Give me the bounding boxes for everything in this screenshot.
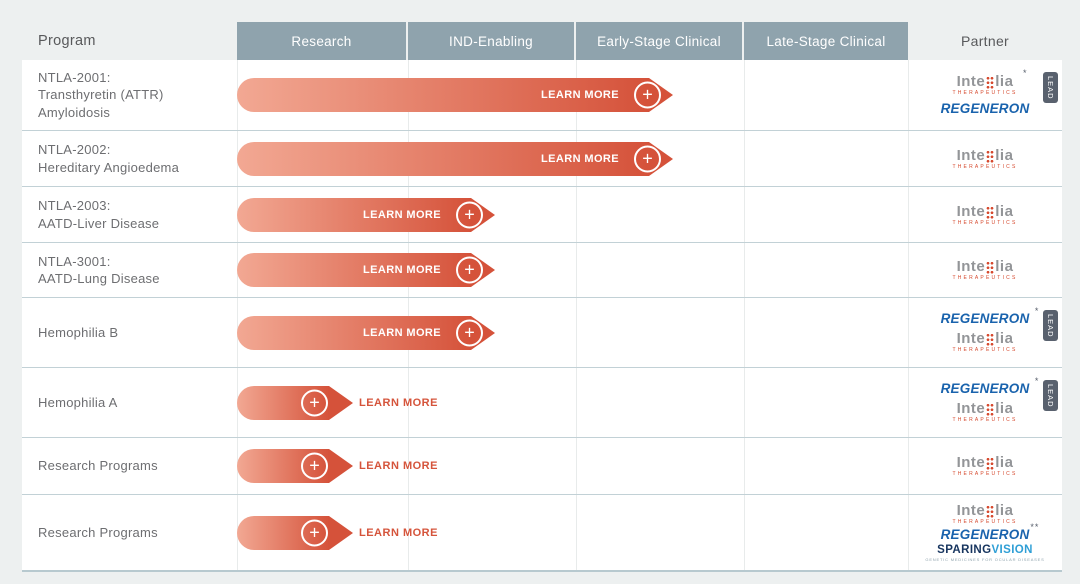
program-name: NTLA-2001: Transthyretin (ATTR) Amyloido… — [38, 70, 164, 120]
intellia-logo: Inte lia THERAPEUTICS — [952, 146, 1018, 170]
intellia-logo: Inte lia THERAPEUTICS — [952, 202, 1018, 226]
plus-icon: + — [456, 319, 483, 346]
column-divider — [408, 60, 409, 570]
program-name: Hemophilia B — [38, 324, 119, 340]
stage-track: + LEARN MORE — [237, 495, 908, 570]
program-name: NTLA-3001: AATD-Lung Disease — [38, 253, 160, 286]
partner-cell: * Inte lia THERAPEUTICS REGENERON — [908, 60, 1062, 130]
pipeline-row-ntla-3001: NTLA-3001: AATD-Lung Disease LEARN MORE … — [22, 243, 1062, 298]
stage-track: LEARN MORE + — [237, 131, 908, 186]
intellia-logo: * Inte lia THERAPEUTICS — [952, 68, 1028, 97]
intellia-dots-icon — [986, 333, 995, 347]
intellia-logo: Inte lia THERAPEUTICS — [952, 258, 1018, 281]
program-name: Research Programs — [38, 458, 158, 474]
partner-cell: Inte lia THERAPEUTICS — [908, 243, 1062, 297]
learn-more-label: LEARN MORE — [541, 152, 619, 165]
column-header-program: Program — [38, 33, 96, 49]
regeneron-logo: * REGENERON — [940, 375, 1040, 396]
learn-more-link[interactable]: LEARN MORE — [359, 460, 438, 472]
plus-icon: + — [301, 519, 328, 546]
program-name: Research Programs — [38, 524, 158, 540]
column-header-partner: Partner — [960, 33, 1009, 49]
pipeline-row-research-programs-2: Research Programs + LEARN MORE Inte lia T… — [22, 495, 1062, 570]
header-row: Program Research IND-Enabling Early-Stag… — [22, 22, 1062, 60]
plus-icon: + — [456, 256, 483, 284]
intellia-dots-icon — [986, 149, 995, 163]
progress-bar-learn-more-button[interactable]: + — [237, 515, 353, 550]
intellia-dots-icon — [986, 76, 995, 90]
pipeline-row-research-programs-1: Research Programs + LEARN MORE Inte lia T… — [22, 438, 1062, 495]
stage-track: + LEARN MORE — [237, 438, 908, 494]
program-name: NTLA-2002: Hereditary Angioedema — [38, 142, 180, 175]
pipeline-row-ntla-2001: NTLA-2001: Transthyretin (ATTR) Amyloido… — [22, 60, 1062, 131]
progress-bar-learn-more-button[interactable]: LEARN MORE + — [237, 78, 673, 112]
pipeline-row-ntla-2002: NTLA-2002: Hereditary Angioedema LEARN M… — [22, 131, 1062, 187]
learn-more-label: LEARN MORE — [363, 326, 441, 339]
footnote-mark: * — [1034, 305, 1040, 316]
plus-icon: + — [301, 389, 328, 416]
intellia-dots-icon — [986, 261, 995, 274]
learn-more-label: LEARN MORE — [541, 89, 619, 101]
partner-cell: * REGENERON Inte lia THERAPEUTICS — [908, 298, 1062, 367]
learn-more-link[interactable]: LEARN MORE — [359, 526, 438, 539]
stage-track: LEARN MORE + — [237, 187, 908, 242]
plus-icon: + — [456, 201, 483, 228]
partner-cell: * REGENERON Inte lia THERAPEUTICS — [908, 368, 1062, 437]
pipeline-table: Program Research IND-Enabling Early-Stag… — [22, 22, 1062, 572]
intellia-dots-icon — [986, 505, 995, 519]
footnote-mark: * — [1034, 375, 1040, 386]
learn-more-label: LEARN MORE — [363, 264, 441, 276]
pipeline-body: NTLA-2001: Transthyretin (ATTR) Amyloido… — [22, 60, 1062, 572]
intellia-dots-icon — [986, 457, 995, 470]
learn-more-label: LEARN MORE — [363, 208, 441, 221]
column-header-research: Research — [237, 22, 408, 60]
partner-cell: Inte lia THERAPEUTICS ** REGENERON SPARIN… — [908, 495, 1062, 570]
partner-cell: Inte lia THERAPEUTICS — [908, 187, 1062, 242]
column-divider — [744, 60, 745, 570]
column-header-late-stage-clinical: Late-Stage Clinical — [744, 22, 908, 60]
intellia-dots-icon — [986, 205, 995, 219]
progress-bar-learn-more-button[interactable]: LEARN MORE + — [237, 197, 495, 232]
plus-icon: + — [301, 452, 328, 480]
pipeline-row-hemophilia-b: Hemophilia B LEARN MORE + * REGENERON In… — [22, 298, 1062, 368]
progress-bar-learn-more-button[interactable]: LEARN MORE + — [237, 253, 495, 287]
progress-bar-learn-more-button[interactable]: + — [237, 449, 353, 483]
regeneron-logo: REGENERON — [940, 101, 1030, 117]
stage-track: LEARN MORE + — [237, 298, 908, 367]
column-divider — [576, 60, 577, 570]
lead-badge: LEAD — [1043, 380, 1058, 411]
progress-bar-learn-more-button[interactable]: + — [237, 385, 353, 420]
stage-track: + LEARN MORE — [237, 368, 908, 437]
partner-cell: Inte lia THERAPEUTICS — [908, 438, 1062, 494]
intellia-logo: Inte lia THERAPEUTICS — [952, 454, 1018, 477]
pipeline-row-ntla-2003: NTLA-2003: AATD-Liver Disease LEARN MORE… — [22, 187, 1062, 243]
pipeline-row-hemophilia-a: Hemophilia A + LEARN MORE * REGENERON In… — [22, 368, 1062, 438]
intellia-logo: Inte lia THERAPEUTICS — [952, 330, 1018, 354]
regeneron-logo: ** REGENERON — [940, 522, 1040, 543]
stage-track: LEARN MORE + — [237, 243, 908, 297]
stage-header-band: Research IND-Enabling Early-Stage Clinic… — [237, 22, 908, 60]
column-divider — [237, 60, 238, 570]
partner-cell: Inte lia THERAPEUTICS — [908, 131, 1062, 186]
progress-bar-learn-more-button[interactable]: LEARN MORE + — [237, 315, 495, 350]
plus-icon: + — [634, 81, 661, 109]
program-name: NTLA-2003: AATD-Liver Disease — [38, 198, 160, 231]
sparingvision-logo: SPARINGVISION GENETIC MEDICINES FOR OCUL… — [925, 543, 1045, 562]
intellia-dots-icon — [986, 403, 995, 417]
footnote-mark: ** — [1030, 522, 1040, 533]
progress-bar-learn-more-button[interactable]: LEARN MORE + — [237, 141, 673, 176]
footnote-mark: * — [1023, 68, 1028, 79]
stage-track: LEARN MORE + — [237, 60, 908, 130]
column-divider — [908, 60, 909, 570]
intellia-logo: Inte lia THERAPEUTICS — [952, 400, 1018, 424]
regeneron-logo: * REGENERON — [940, 305, 1040, 326]
column-header-early-stage-clinical: Early-Stage Clinical — [576, 22, 744, 60]
lead-badge: LEAD — [1043, 310, 1058, 341]
plus-icon: + — [634, 145, 661, 172]
lead-badge: LEAD — [1043, 72, 1058, 103]
intellia-logo: Inte lia THERAPEUTICS — [952, 502, 1018, 526]
learn-more-link[interactable]: LEARN MORE — [359, 396, 438, 409]
program-name: Hemophilia A — [38, 394, 118, 410]
column-header-ind-enabling: IND-Enabling — [408, 22, 576, 60]
